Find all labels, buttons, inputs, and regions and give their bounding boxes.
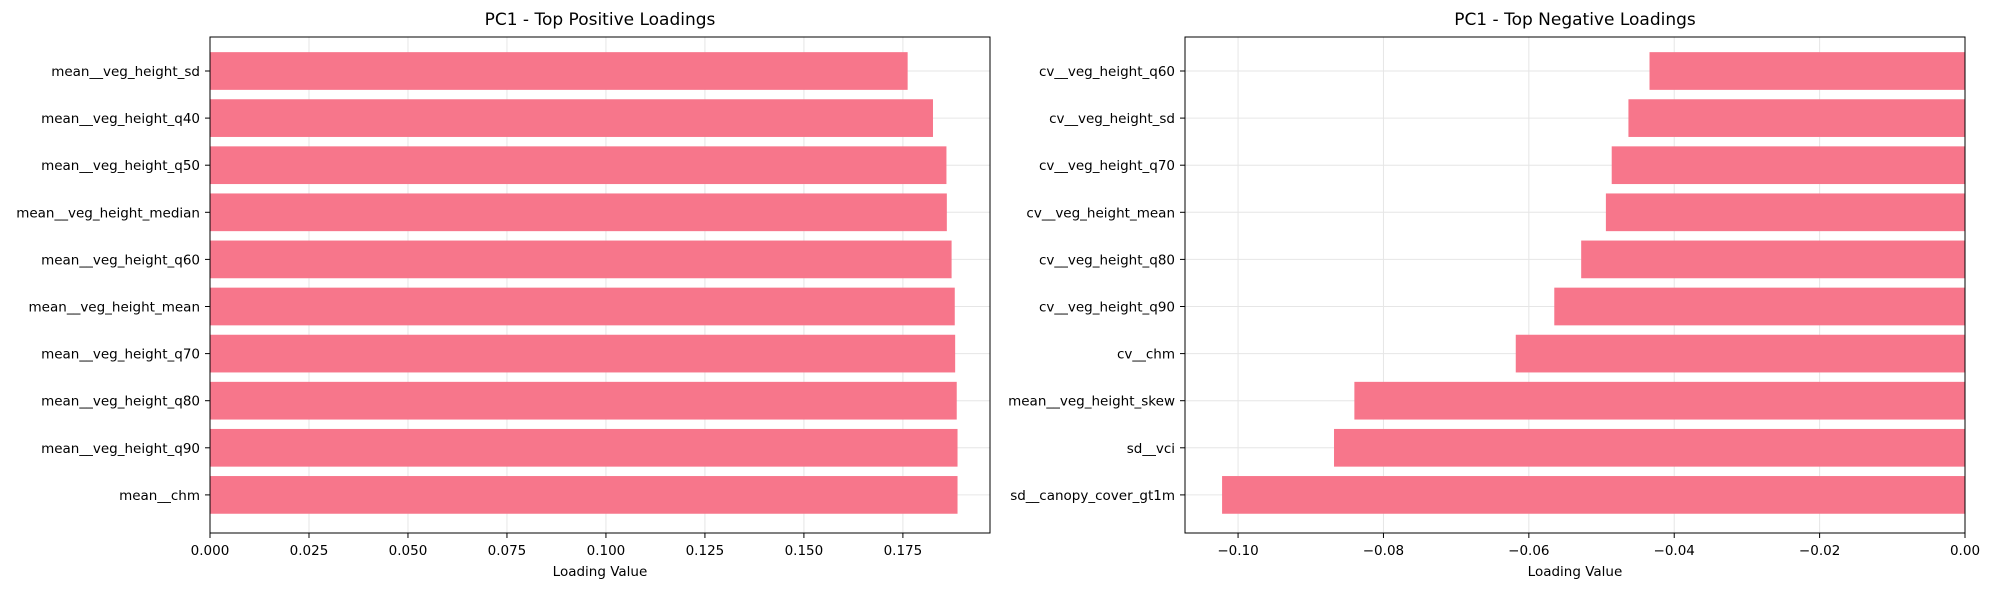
y-tick-label: mean__veg_height_sd [51, 64, 200, 80]
pos-bar-mean__veg_height_q50 [210, 146, 947, 185]
y-tick-label: cv__veg_height_mean [1026, 205, 1175, 221]
neg-bar-cv__veg_height_mean [1605, 193, 1965, 232]
y-tick-label: mean__veg_height_skew [1008, 394, 1175, 410]
y-tick-label: mean__veg_height_q50 [41, 158, 200, 174]
plot-frame [209, 36, 991, 534]
y-tick-label: mean__veg_height_q90 [41, 441, 200, 457]
pos-bar-mean__veg_height_mean [210, 287, 955, 326]
pos-bar-mean__veg_height_q40 [210, 99, 933, 137]
x-tick-label: −0.04 [1654, 543, 1695, 559]
x-tick-label: −0.06 [1508, 543, 1549, 559]
neg-bar-sd__vci [1334, 428, 1965, 467]
y-tick-label: mean__veg_height_q70 [41, 347, 200, 363]
x-tick-label: 0.025 [290, 543, 329, 559]
x-tick-label: 0.150 [785, 543, 824, 559]
pos-bar-mean__veg_height_sd [210, 52, 908, 90]
x-tick-label: 0.125 [686, 543, 725, 559]
pos-bar-mean__veg_height_q60 [210, 240, 952, 279]
y-tick-label: mean__chm [119, 488, 200, 504]
x-tick-label: 0.100 [587, 543, 626, 559]
x-tick-label: −0.02 [1799, 543, 1840, 559]
y-tick-label: sd__vci [1127, 441, 1175, 457]
x-tick-label: 0.000 [191, 543, 230, 559]
plot-frame [1184, 36, 1966, 534]
y-tick-label: mean__veg_height_q60 [41, 252, 200, 268]
neg-bar-cv__chm [1515, 334, 1965, 373]
y-tick-label: cv__veg_height_sd [1049, 111, 1175, 127]
chart-title: PC1 - Top Negative Loadings [1454, 10, 1696, 30]
x-tick-label: 0.175 [884, 543, 923, 559]
x-tick-label: 0.050 [389, 543, 428, 559]
y-tick-label: mean__veg_height_median [16, 205, 200, 221]
y-tick-label: cv__veg_height_q60 [1039, 64, 1175, 80]
neg-bar-cv__veg_height_q90 [1554, 287, 1965, 326]
pos-bar-mean__veg_height_q70 [210, 334, 956, 373]
x-tick-label: 0.075 [488, 543, 527, 559]
y-tick-label: cv__veg_height_q80 [1039, 252, 1175, 268]
pos-bar-mean__veg_height_q80 [210, 381, 957, 420]
pos-bar-mean__chm [210, 476, 958, 514]
pos-bar-mean__veg_height_median [210, 193, 947, 232]
x-tick-label: 0.00 [1950, 543, 1980, 559]
x-axis-label: Loading Value [553, 564, 648, 580]
x-tick-label: −0.10 [1217, 543, 1258, 559]
y-tick-label: cv__veg_height_q90 [1039, 300, 1175, 316]
neg-bar-cv__veg_height_q70 [1611, 146, 1965, 185]
neg-bar-sd__canopy_cover_gt1m [1222, 476, 1965, 514]
neg-bar-mean__veg_height_skew [1354, 381, 1965, 420]
neg-bar-cv__veg_height_sd [1628, 99, 1965, 137]
y-tick-label: mean__veg_height_q40 [41, 111, 200, 127]
y-tick-label: cv__chm [1117, 347, 1175, 363]
chart-title: PC1 - Top Positive Loadings [485, 10, 716, 30]
chart-positive-loadings: mean__veg_height_sd mean__veg_height_q40m… [16, 10, 991, 580]
neg-bar-cv__veg_height_q80 [1581, 240, 1965, 279]
y-tick-label: mean__veg_height_mean [29, 300, 200, 316]
y-tick-label: cv__veg_height_q70 [1039, 158, 1175, 174]
neg-bar-cv__veg_height_q60 [1649, 52, 1965, 90]
pos-bar-mean__veg_height_q90 [210, 428, 958, 467]
x-axis-label: Loading Value [1528, 564, 1623, 580]
chart-negative-loadings: cv__veg_height_q60 cv__veg_height_sd cv__v… [1008, 10, 1980, 580]
y-tick-label: sd__canopy_cover_gt1m [1010, 488, 1175, 504]
y-tick-label: mean__veg_height_q80 [41, 394, 200, 410]
x-tick-label: −0.08 [1363, 543, 1404, 559]
